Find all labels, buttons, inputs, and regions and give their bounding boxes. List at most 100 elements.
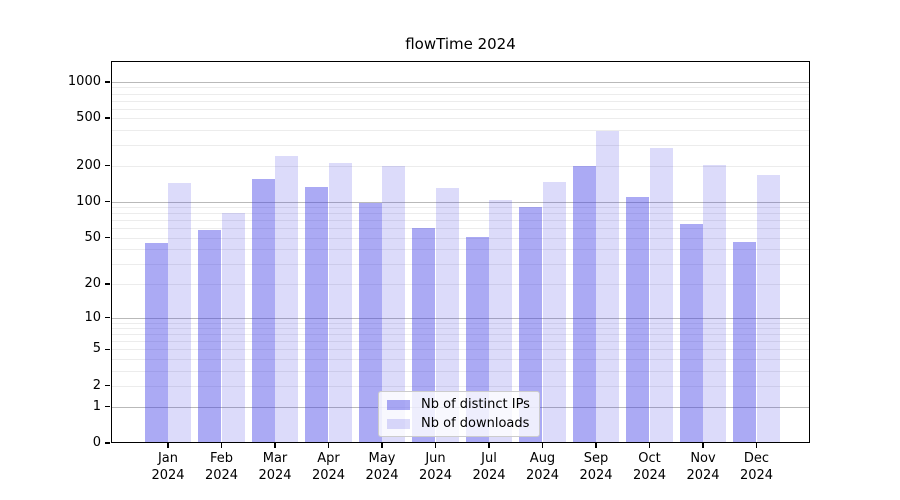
- bar-distinct-ips: [733, 241, 757, 443]
- x-tick: [220, 443, 223, 448]
- gridline-minor: [111, 220, 810, 222]
- x-tick-year: 2024: [686, 468, 720, 483]
- x-tick: [541, 443, 544, 448]
- x-tick: [488, 443, 490, 448]
- bar-downloads: [649, 148, 673, 443]
- y-tick-label: 2: [92, 377, 101, 393]
- x-tick-year: 2024: [365, 468, 399, 483]
- gridline-minor: [111, 207, 810, 209]
- bar-downloads: [703, 164, 727, 443]
- gridline-minor: [111, 283, 810, 285]
- gridline-minor: [111, 100, 810, 102]
- x-tick-label: Jun 2024: [409, 450, 463, 484]
- legend-item-distinct-ips: Nb of distinct IPs: [387, 397, 530, 412]
- x-tick-month: Jul: [481, 451, 497, 466]
- x-tick-year: 2024: [579, 468, 613, 483]
- y-tick-label: 200: [76, 157, 101, 173]
- bar-distinct-ips: [358, 203, 382, 443]
- gridline-minor: [111, 213, 810, 215]
- x-tick-year: 2024: [739, 468, 774, 483]
- y-tick-label: 1000: [67, 73, 101, 89]
- y-tick: [105, 442, 110, 444]
- x-tick-month: Mar: [262, 451, 288, 466]
- bar-distinct-ips: [251, 179, 275, 443]
- gridline-minor: [111, 328, 810, 330]
- x-tick: [702, 443, 704, 448]
- x-tick: [167, 443, 169, 448]
- gridline-minor: [111, 129, 810, 131]
- bar-distinct-ips: [144, 242, 168, 443]
- gridline-minor: [111, 228, 810, 230]
- gridline-major: [111, 81, 810, 83]
- x-tick-label: Oct 2024: [623, 450, 677, 484]
- gridline-major: [111, 317, 810, 319]
- legend-label-downloads: Nb of downloads: [421, 416, 530, 431]
- x-tick: [327, 443, 330, 448]
- y-tick: [105, 81, 110, 83]
- gridline-minor: [111, 370, 810, 372]
- gridline-minor: [111, 165, 810, 167]
- gridline-minor: [111, 263, 810, 265]
- x-tick-year: 2024: [632, 468, 667, 483]
- gridline-minor: [111, 144, 810, 146]
- x-tick-month: Apr: [317, 451, 340, 466]
- bar-distinct-ips: [626, 196, 650, 443]
- x-tick-month: Sep: [583, 451, 609, 466]
- gridline-minor: [111, 93, 810, 95]
- bar-distinct-ips: [572, 166, 596, 443]
- gridline-minor: [111, 358, 810, 360]
- gridline-major: [111, 201, 810, 203]
- y-tick-label: 5: [92, 341, 101, 357]
- bar-downloads: [489, 200, 513, 443]
- y-tick-label: 100: [76, 193, 101, 209]
- bar-distinct-ips: [198, 229, 222, 443]
- y-tick: [105, 117, 110, 119]
- x-tick-label: Aug 2024: [516, 450, 570, 484]
- gridline-minor: [111, 87, 810, 89]
- legend-swatch-downloads-icon: [387, 418, 410, 429]
- x-tick: [381, 443, 383, 448]
- y-tick-label: 20: [84, 275, 101, 291]
- legend: Nb of distinct IPs Nb of downloads: [378, 391, 540, 437]
- y-tick-label: 1: [92, 398, 101, 414]
- gridline-minor: [111, 349, 810, 351]
- bar-distinct-ips: [519, 207, 543, 443]
- x-tick-year: 2024: [258, 468, 292, 483]
- y-tick-label: 0: [92, 435, 101, 450]
- x-tick-label: Jul 2024: [462, 450, 516, 484]
- chart-title: flowTime 2024: [405, 35, 516, 53]
- bar-downloads: [328, 163, 352, 443]
- bar-downloads: [382, 165, 406, 443]
- bar-downloads: [168, 182, 192, 443]
- y-tick-label: 500: [76, 110, 101, 125]
- bar-downloads: [596, 131, 620, 443]
- x-tick: [648, 443, 651, 448]
- gridline-minor: [111, 385, 810, 387]
- y-tick: [105, 236, 110, 239]
- y-tick-label: 50: [84, 229, 101, 245]
- gridline-minor: [111, 322, 810, 324]
- x-tick-label: Sep 2024: [569, 450, 623, 484]
- x-tick-label: Mar 2024: [248, 450, 302, 484]
- x-tick-month: Jun: [425, 451, 446, 466]
- gridline-minor: [111, 341, 810, 343]
- x-tick-month: Feb: [209, 451, 234, 466]
- x-tick-label: Apr 2024: [302, 450, 356, 484]
- x-tick: [274, 443, 276, 448]
- gridline-minor: [111, 108, 810, 110]
- y-tick: [105, 406, 110, 408]
- y-tick: [105, 384, 110, 387]
- x-tick-month: Nov: [690, 451, 716, 466]
- legend-item-downloads: Nb of downloads: [387, 416, 530, 431]
- legend-label-distinct-ips: Nb of distinct IPs: [421, 397, 530, 412]
- x-tick: [595, 443, 597, 448]
- gridline-minor: [111, 248, 810, 250]
- gridline-minor: [111, 237, 810, 239]
- bar-downloads: [435, 187, 459, 443]
- x-tick-year: 2024: [311, 468, 346, 483]
- x-tick-label: Dec 2024: [730, 450, 784, 484]
- x-tick-label: Nov 2024: [676, 450, 730, 484]
- plot-area: Nb of distinct IPs Nb of downloads: [111, 61, 810, 443]
- x-tick-month: Aug: [529, 451, 556, 466]
